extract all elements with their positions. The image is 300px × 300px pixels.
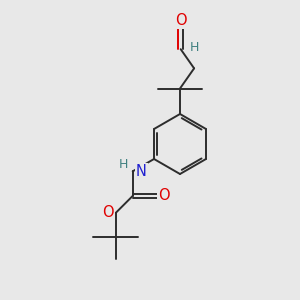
Text: O: O	[102, 206, 114, 220]
Text: N: N	[136, 164, 147, 179]
Text: H: H	[190, 40, 199, 54]
Text: H: H	[118, 158, 128, 171]
Text: O: O	[158, 188, 170, 203]
Text: O: O	[175, 13, 187, 28]
